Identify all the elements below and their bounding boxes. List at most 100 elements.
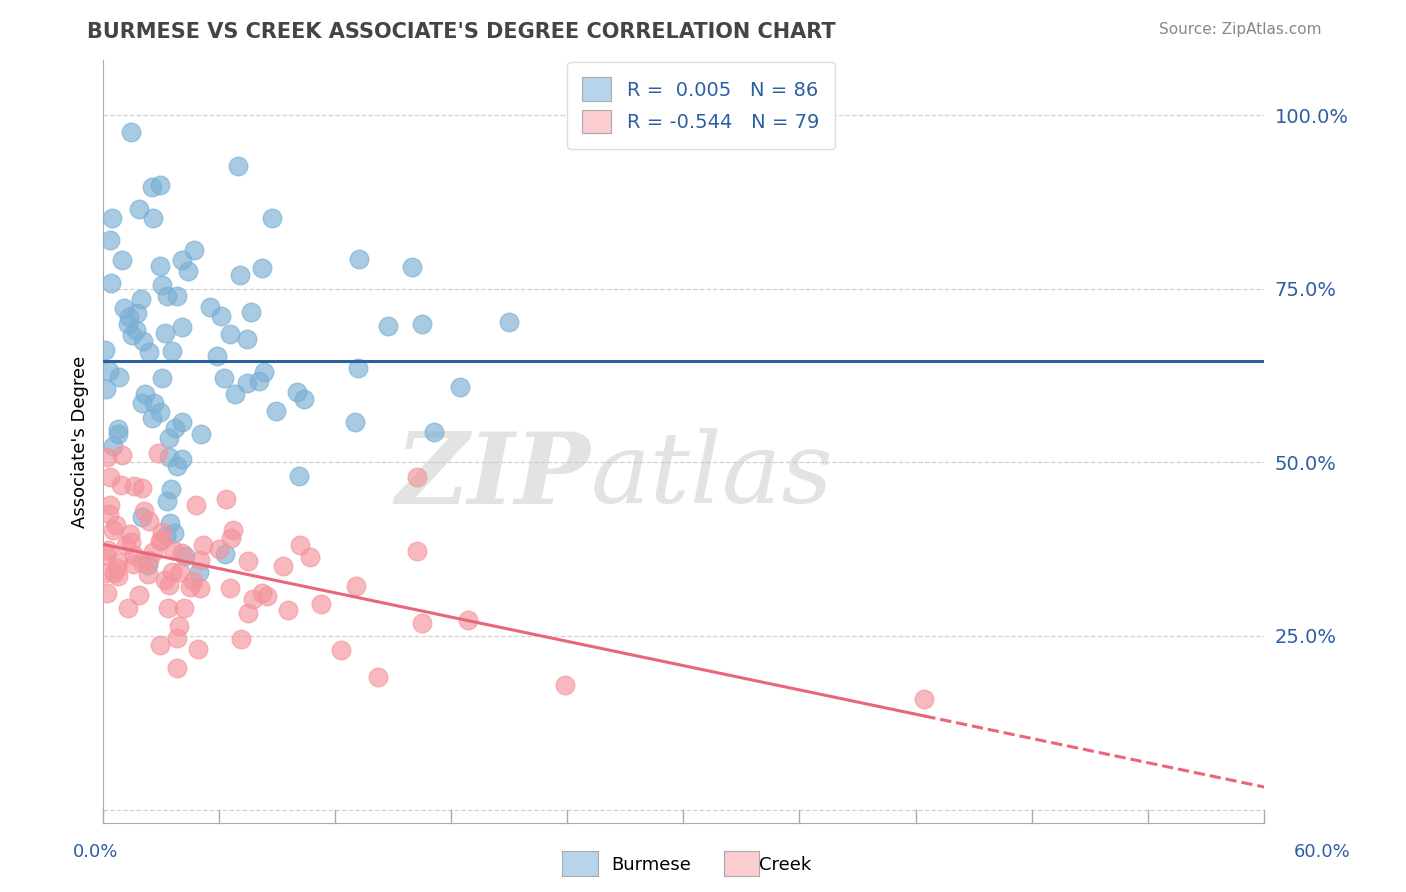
Point [138, 345, 160, 359]
Point [344, 416, 367, 430]
Point [143, 396, 166, 410]
Point [224, 387, 246, 401]
Point [160, 343, 183, 358]
Point [129, 292, 152, 306]
Point [156, 494, 179, 508]
Point [150, 533, 173, 547]
Point [190, 427, 212, 442]
Point [131, 510, 153, 524]
Point [449, 380, 471, 394]
Point [214, 547, 236, 561]
Text: atlas: atlas [591, 428, 834, 524]
Point [111, 252, 134, 267]
Point [188, 553, 211, 567]
Point [242, 592, 264, 607]
Point [411, 615, 433, 630]
Point [170, 319, 193, 334]
Point [271, 559, 294, 574]
Point [187, 566, 209, 580]
Point [157, 578, 180, 592]
Point [184, 499, 207, 513]
Point [105, 517, 128, 532]
Text: ZIP: ZIP [395, 427, 591, 524]
Point [183, 243, 205, 257]
Point [250, 261, 273, 276]
Text: 60.0%: 60.0% [1294, 843, 1350, 861]
Point [250, 586, 273, 600]
Point [150, 371, 173, 385]
Legend: R =  0.005   N = 86, R = -0.544   N = 79: R = 0.005 N = 86, R = -0.544 N = 79 [567, 62, 835, 149]
Point [162, 542, 184, 557]
Point [170, 546, 193, 560]
Point [100, 277, 122, 291]
Point [285, 385, 308, 400]
Point [153, 326, 176, 341]
Point [157, 431, 180, 445]
Point [247, 375, 270, 389]
Point [208, 542, 231, 557]
Point [94, 566, 117, 581]
Point [212, 371, 235, 385]
Point [128, 202, 150, 217]
Point [172, 415, 194, 429]
Text: Burmese: Burmese [612, 856, 692, 874]
Point [110, 478, 132, 492]
Point [188, 581, 211, 595]
Point [97, 542, 120, 557]
Point [253, 365, 276, 379]
Point [191, 538, 214, 552]
Point [120, 527, 142, 541]
Point [236, 332, 259, 346]
Point [98, 507, 121, 521]
Point [401, 260, 423, 274]
Point [105, 561, 128, 575]
Point [169, 565, 191, 579]
Point [97, 363, 120, 377]
Point [157, 450, 180, 464]
Point [160, 566, 183, 580]
Point [229, 268, 252, 282]
Point [377, 319, 399, 334]
Point [457, 613, 479, 627]
Point [107, 369, 129, 384]
Point [187, 641, 209, 656]
Point [98, 470, 121, 484]
Text: BURMESE VS CREEK ASSOCIATE'S DEGREE CORRELATION CHART: BURMESE VS CREEK ASSOCIATE'S DEGREE CORR… [87, 22, 835, 42]
Point [219, 582, 242, 596]
Point [103, 523, 125, 537]
Point [156, 288, 179, 302]
Point [221, 531, 243, 545]
Point [166, 458, 188, 473]
Point [159, 516, 181, 531]
Point [131, 396, 153, 410]
Point [121, 558, 143, 572]
Point [149, 405, 172, 419]
Point [157, 600, 180, 615]
Point [96, 586, 118, 600]
Point [103, 438, 125, 452]
Point [124, 548, 146, 562]
Point [94, 382, 117, 396]
Point [149, 639, 172, 653]
Point [166, 289, 188, 303]
Point [138, 514, 160, 528]
Point [146, 446, 169, 460]
Y-axis label: Associate's Degree: Associate's Degree [72, 355, 89, 528]
Point [218, 326, 240, 341]
Point [155, 529, 177, 543]
Point [121, 328, 143, 343]
Point [266, 403, 288, 417]
Point [96, 548, 118, 562]
Point [117, 601, 139, 615]
Point [120, 535, 142, 549]
Point [290, 538, 312, 552]
Point [347, 252, 370, 266]
Point [107, 422, 129, 436]
Point [238, 554, 260, 568]
Point [150, 278, 173, 293]
Point [406, 469, 429, 483]
Point [103, 566, 125, 580]
Point [136, 567, 159, 582]
Point [94, 343, 117, 358]
Point [118, 310, 141, 324]
